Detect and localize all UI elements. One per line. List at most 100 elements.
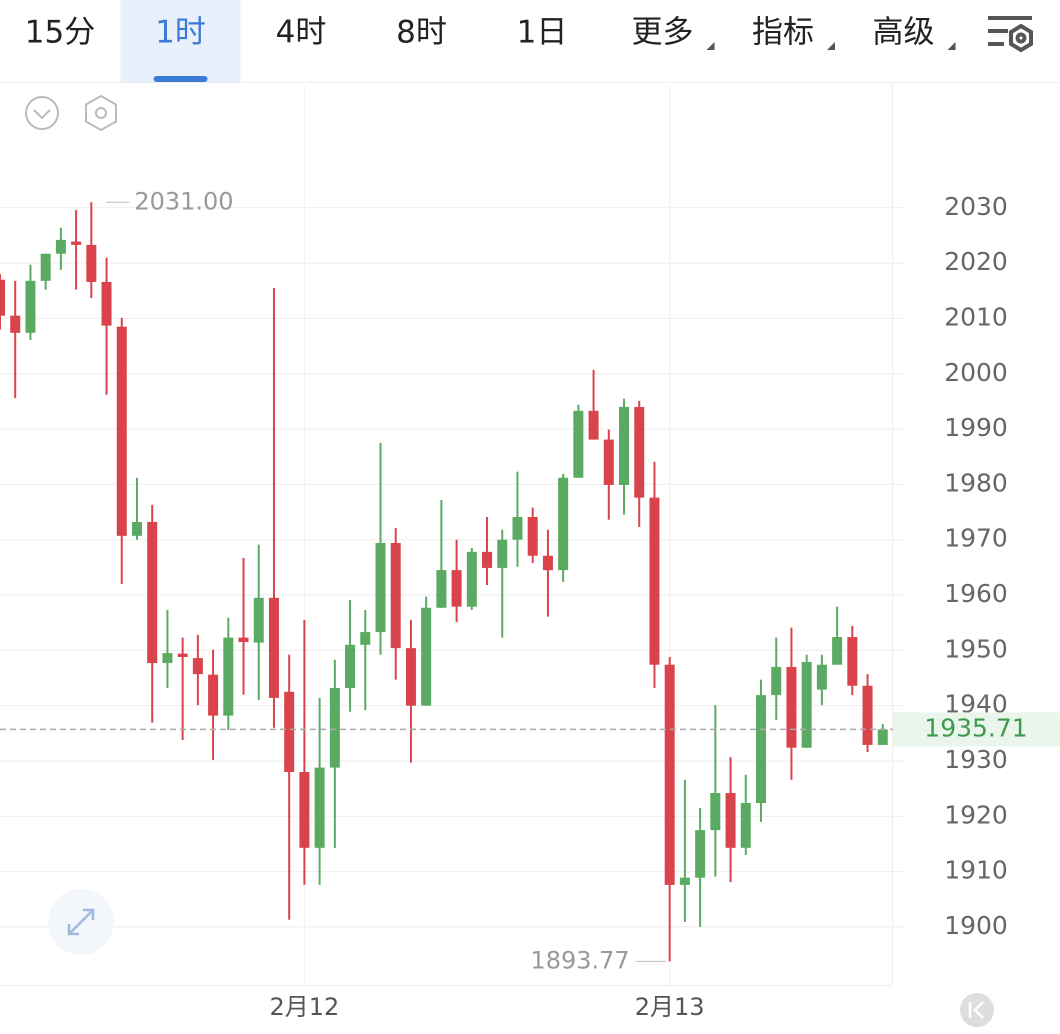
candle-body xyxy=(284,691,295,773)
y-tick-label: 1900 xyxy=(944,911,1008,940)
candle-body xyxy=(603,439,614,485)
menu-triangle xyxy=(947,42,956,50)
candle-body xyxy=(436,570,447,608)
candle-body xyxy=(634,406,645,498)
candle-body xyxy=(0,279,5,316)
x-tick-label: 2月13 xyxy=(635,993,705,1021)
candle-body xyxy=(55,239,66,254)
plot xyxy=(0,202,888,962)
candle-body xyxy=(558,477,569,571)
candle-body xyxy=(679,877,690,885)
y-tick-label: 2030 xyxy=(944,192,1008,221)
candle-body xyxy=(390,543,401,649)
active-tab-indicator xyxy=(153,76,208,82)
y-tick-label: 1990 xyxy=(944,413,1008,442)
x-tick-label: 2月12 xyxy=(269,993,339,1021)
settings-icon[interactable] xyxy=(988,16,1033,53)
tab-label[interactable]: 1日 xyxy=(517,15,568,51)
min-label: 1893.77 xyxy=(530,946,629,974)
candle-body xyxy=(832,637,843,665)
active-tab-bg xyxy=(120,0,241,82)
scroll-latest-button[interactable] xyxy=(960,993,994,1027)
settings-hex-icon[interactable] xyxy=(85,94,117,132)
candle-body xyxy=(740,803,751,848)
y-tick-label: 2010 xyxy=(944,302,1008,331)
y-tick-label: 1910 xyxy=(944,856,1008,885)
candle-body xyxy=(695,830,706,878)
candle-body xyxy=(466,551,477,607)
candle-body xyxy=(268,597,279,698)
candle-body xyxy=(314,767,325,848)
candle-body xyxy=(71,241,82,245)
candle-body xyxy=(25,280,36,333)
candle-body xyxy=(223,637,234,716)
candle-body xyxy=(10,315,21,333)
expand-button[interactable] xyxy=(48,889,114,955)
candle-body xyxy=(756,695,766,804)
last-price-label: 1935.71 xyxy=(924,713,1027,742)
y-tick-label: 2000 xyxy=(944,358,1008,387)
candle-body xyxy=(649,497,660,665)
menu-triangle xyxy=(706,42,715,50)
candle-body xyxy=(877,729,888,745)
candle-body xyxy=(147,522,158,664)
candle-body xyxy=(451,570,462,607)
candle-body xyxy=(421,607,432,706)
candle-body xyxy=(786,666,797,748)
candle-body xyxy=(862,685,873,745)
y-tick-label: 1930 xyxy=(944,745,1008,774)
max-label: 2031.00 xyxy=(134,187,233,215)
candle-body xyxy=(86,244,97,282)
tab-label[interactable]: 4时 xyxy=(276,15,327,51)
candle-body xyxy=(177,653,188,657)
candle-body xyxy=(299,772,310,848)
candle-body xyxy=(253,597,264,643)
tab-label[interactable]: 1时 xyxy=(155,15,206,51)
candle-body xyxy=(588,410,599,440)
candle-body xyxy=(542,555,553,571)
collapse-icon[interactable] xyxy=(25,96,59,130)
candle-body xyxy=(816,664,827,690)
candle-body xyxy=(527,517,538,556)
candle-body xyxy=(238,637,249,643)
tab-label[interactable]: 更多 xyxy=(632,15,694,51)
candle-body xyxy=(801,661,812,748)
candle-body xyxy=(497,539,508,568)
y-tick-label: 1920 xyxy=(944,800,1008,829)
candle-body xyxy=(573,410,584,478)
candle-body xyxy=(847,637,858,686)
tab-label[interactable]: 15分 xyxy=(25,15,95,51)
candle-body xyxy=(116,326,127,536)
y-tick-label: 1950 xyxy=(944,634,1008,663)
candle-body xyxy=(664,664,675,885)
candle-body xyxy=(375,543,386,633)
candle-body xyxy=(512,517,523,540)
candle-body xyxy=(710,793,721,831)
y-tick-label: 2020 xyxy=(944,247,1008,276)
candle-body xyxy=(162,653,173,664)
candle-body xyxy=(329,687,340,768)
candle-body xyxy=(619,406,630,485)
candle-body xyxy=(345,644,356,688)
candle-body xyxy=(771,666,782,696)
last-price-box xyxy=(893,712,1060,747)
candle-body xyxy=(101,281,112,326)
candle-body xyxy=(725,793,736,848)
candle-body xyxy=(482,551,493,568)
candle-body xyxy=(131,522,142,536)
y-tick-label: 1960 xyxy=(944,579,1008,608)
candle-body xyxy=(192,658,203,675)
y-tick-label: 1980 xyxy=(944,468,1008,497)
candle-body xyxy=(360,632,371,645)
candle-body xyxy=(40,253,51,281)
tab-label[interactable]: 高级 xyxy=(873,15,935,51)
candle-body xyxy=(208,674,219,716)
menu-triangle xyxy=(827,42,835,50)
tab-label[interactable]: 指标 xyxy=(752,15,814,51)
candle-body xyxy=(405,648,416,706)
y-tick-label: 1970 xyxy=(944,524,1008,553)
tab-label[interactable]: 8时 xyxy=(396,15,447,51)
